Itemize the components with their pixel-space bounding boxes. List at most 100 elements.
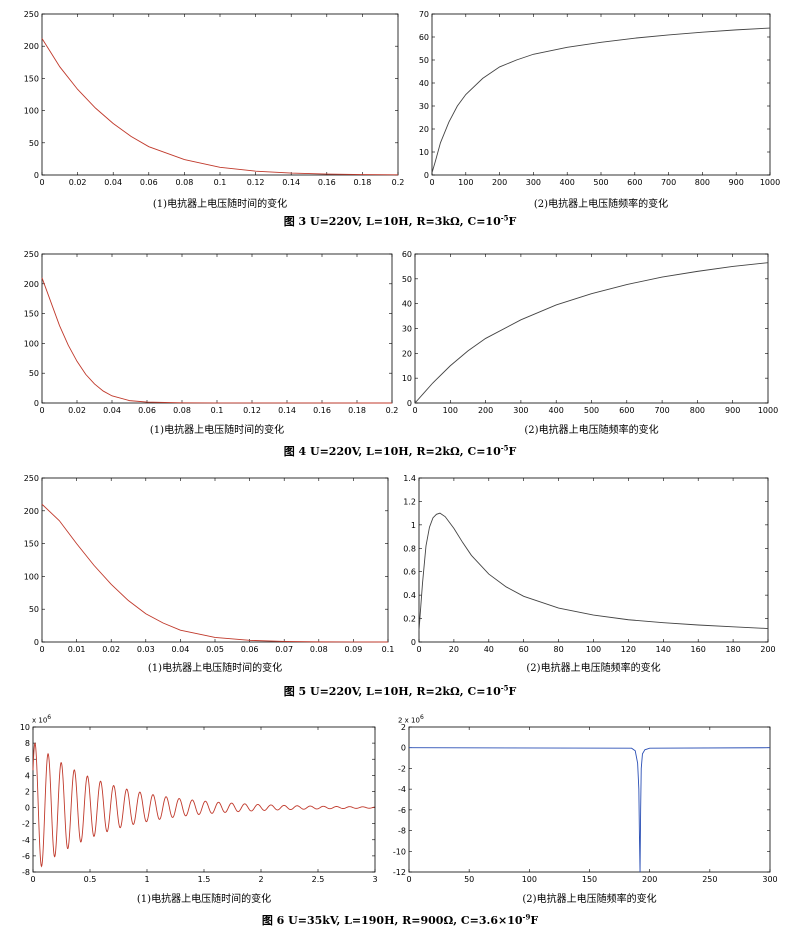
- p1-ytick-label: 0: [34, 171, 39, 180]
- p6-ytick-label: 1.4: [403, 474, 416, 483]
- figure-title-4: 图 4 U=220V, L=10H, R=2kΩ, C=10-5F: [283, 443, 517, 458]
- sci-multiplier-fig6-freq: 2 x 106: [398, 714, 424, 725]
- p7-xtick-label: 3: [372, 875, 377, 884]
- caption-fig6-time: (1)电抗器上电压随时间的变化: [136, 894, 272, 905]
- p3-xtick-label: 0.12: [243, 406, 261, 415]
- p3-series-line: [41, 277, 393, 404]
- p4-ytick-label: 30: [402, 325, 412, 334]
- p5-xtick-label: 0.1: [382, 645, 395, 654]
- p7-xtick-label: 2: [258, 875, 263, 884]
- p6-ytick-label: 0: [411, 638, 416, 647]
- p5-ytick-label: 200: [24, 507, 39, 516]
- p2-xtick-label: 200: [492, 178, 507, 187]
- p6-series-line: [418, 512, 769, 631]
- caption-fig6-freq: (2)电抗器上电压随频率的变化: [522, 894, 657, 905]
- p2-ytick-label: 10: [419, 148, 429, 157]
- p8-frame: [408, 726, 771, 873]
- p4-ytick-label: 0: [407, 399, 412, 408]
- caption-fig3-freq: (2)电抗器上电压随频率的变化: [533, 199, 669, 210]
- p8-ytick-label: -4: [398, 785, 406, 794]
- p7-ytick-label: -2: [22, 820, 30, 829]
- p1-xtick-label: 0.1: [214, 178, 227, 187]
- p2-xtick-label: 300: [526, 178, 541, 187]
- p8-xtick-label: 250: [702, 875, 717, 884]
- p6-ytick-label: 0.4: [403, 591, 416, 600]
- p3-xtick-label: 0.16: [313, 406, 331, 415]
- p8-xtick-label: 100: [522, 875, 537, 884]
- p5-xtick-label: 0.05: [206, 645, 224, 654]
- p2-ytick-label: 20: [419, 125, 429, 134]
- caption-fig5-freq: (2)电抗器上电压随频率的变化: [526, 663, 661, 674]
- p5-ytick-label: 150: [24, 540, 39, 549]
- p2-ytick-label: 0: [424, 171, 429, 180]
- p7-ytick-label: 2: [25, 787, 30, 796]
- p8-ytick-label: -12: [393, 868, 406, 877]
- p3-ytick-label: 150: [24, 310, 39, 319]
- caption-fig5-time: (1)电抗器上电压随时间的变化: [147, 663, 283, 674]
- p5-xtick-label: 0.01: [68, 645, 86, 654]
- p5-ytick-label: 250: [24, 474, 39, 483]
- p6-xtick-label: 160: [691, 645, 706, 654]
- p6-xtick-label: 200: [760, 645, 775, 654]
- p7-ytick-label: 4: [25, 771, 30, 780]
- p3-xtick-label: 0: [39, 406, 44, 415]
- p3-xtick-label: 0.08: [173, 406, 191, 415]
- p2-frame: [431, 13, 771, 176]
- p4-xtick-label: 500: [584, 406, 599, 415]
- p4-xtick-label: 200: [478, 406, 493, 415]
- p5-xtick-label: 0.09: [344, 645, 362, 654]
- p2-ytick-label: 50: [419, 56, 429, 65]
- p8-ytick-label: 0: [401, 744, 406, 753]
- p1-xtick-label: 0.16: [318, 178, 336, 187]
- p4-xtick-label: 300: [513, 406, 528, 415]
- p7-ytick-label: -8: [22, 868, 30, 877]
- p6-xtick-label: 20: [449, 645, 459, 654]
- p7-ytick-label: -6: [22, 852, 30, 861]
- p5-series-line: [41, 503, 389, 643]
- p2-ytick-label: 60: [419, 33, 429, 42]
- p8-xtick-label: 0: [406, 875, 411, 884]
- p3-xtick-label: 0.04: [103, 406, 121, 415]
- p2-xtick-label: 0: [429, 178, 434, 187]
- p2-xtick-label: 900: [729, 178, 744, 187]
- plot-fig3-time: 0 0.02 0.04 0.06 0.08 0.1 0.12 0.14 0.16 0.18 0.2 0…: [24, 10, 405, 187]
- caption-fig4-time: (1)电抗器上电压随时间的变化: [149, 425, 285, 436]
- p1-frame: [41, 13, 399, 176]
- p7-ytick-label: 0: [25, 804, 30, 813]
- p8-ytick-label: -2: [398, 764, 406, 773]
- p8-series-line: [408, 747, 771, 873]
- p5-xtick-label: 0.08: [310, 645, 328, 654]
- p4-ytick-label: 50: [402, 275, 412, 284]
- p6-xtick-label: 140: [656, 645, 671, 654]
- p5-xtick-label: 0.02: [102, 645, 120, 654]
- p4-xtick-label: 800: [690, 406, 705, 415]
- p8-xtick-label: 50: [464, 875, 474, 884]
- figure-title-5: 图 5 U=220V, L=10H, R=2kΩ, C=10-5F: [283, 683, 517, 698]
- p3-xtick-label: 0.2: [386, 406, 399, 415]
- plot-fig4-freq: 0 100 200 300 400 500 600 700 800 900 1000 0 10 20 30 4…: [402, 250, 778, 415]
- p5-xtick-label: 0.06: [241, 645, 259, 654]
- p1-ytick-label: 50: [29, 139, 39, 148]
- p1-xtick-label: 0.02: [69, 178, 87, 187]
- p2-xtick-label: 800: [695, 178, 710, 187]
- p7-ytick-label: 6: [25, 755, 30, 764]
- p1-xtick-label: 0.12: [247, 178, 265, 187]
- p8-xtick-label: 150: [582, 875, 597, 884]
- p8-xtick-label: 300: [762, 875, 777, 884]
- p2-series-line: [431, 27, 771, 173]
- p2-xtick-label: 100: [458, 178, 473, 187]
- sci-multiplier-fig6-time: x 106: [32, 714, 52, 725]
- p4-xtick-label: 400: [549, 406, 564, 415]
- p6-ytick-label: 1: [411, 521, 416, 530]
- p4-xtick-label: 900: [725, 406, 740, 415]
- p1-ytick-label: 150: [24, 74, 39, 83]
- plot-fig6-time: 0 0.5 1 1.5 2 2.5 3 -8 -6 -4 -2 0 2 4 6 8 10: [20, 723, 378, 884]
- p2-ytick-label: 30: [419, 102, 429, 111]
- figure-title-3: 图 3 U=220V, L=10H, R=3kΩ, C=10-5F: [283, 213, 517, 228]
- p5-frame: [41, 477, 389, 643]
- p4-xtick-label: 600: [619, 406, 634, 415]
- p1-xtick-label: 0: [39, 178, 44, 187]
- p1-xtick-label: 0.18: [353, 178, 371, 187]
- p3-ytick-label: 200: [24, 280, 39, 289]
- p7-ytick-label: 8: [25, 739, 30, 748]
